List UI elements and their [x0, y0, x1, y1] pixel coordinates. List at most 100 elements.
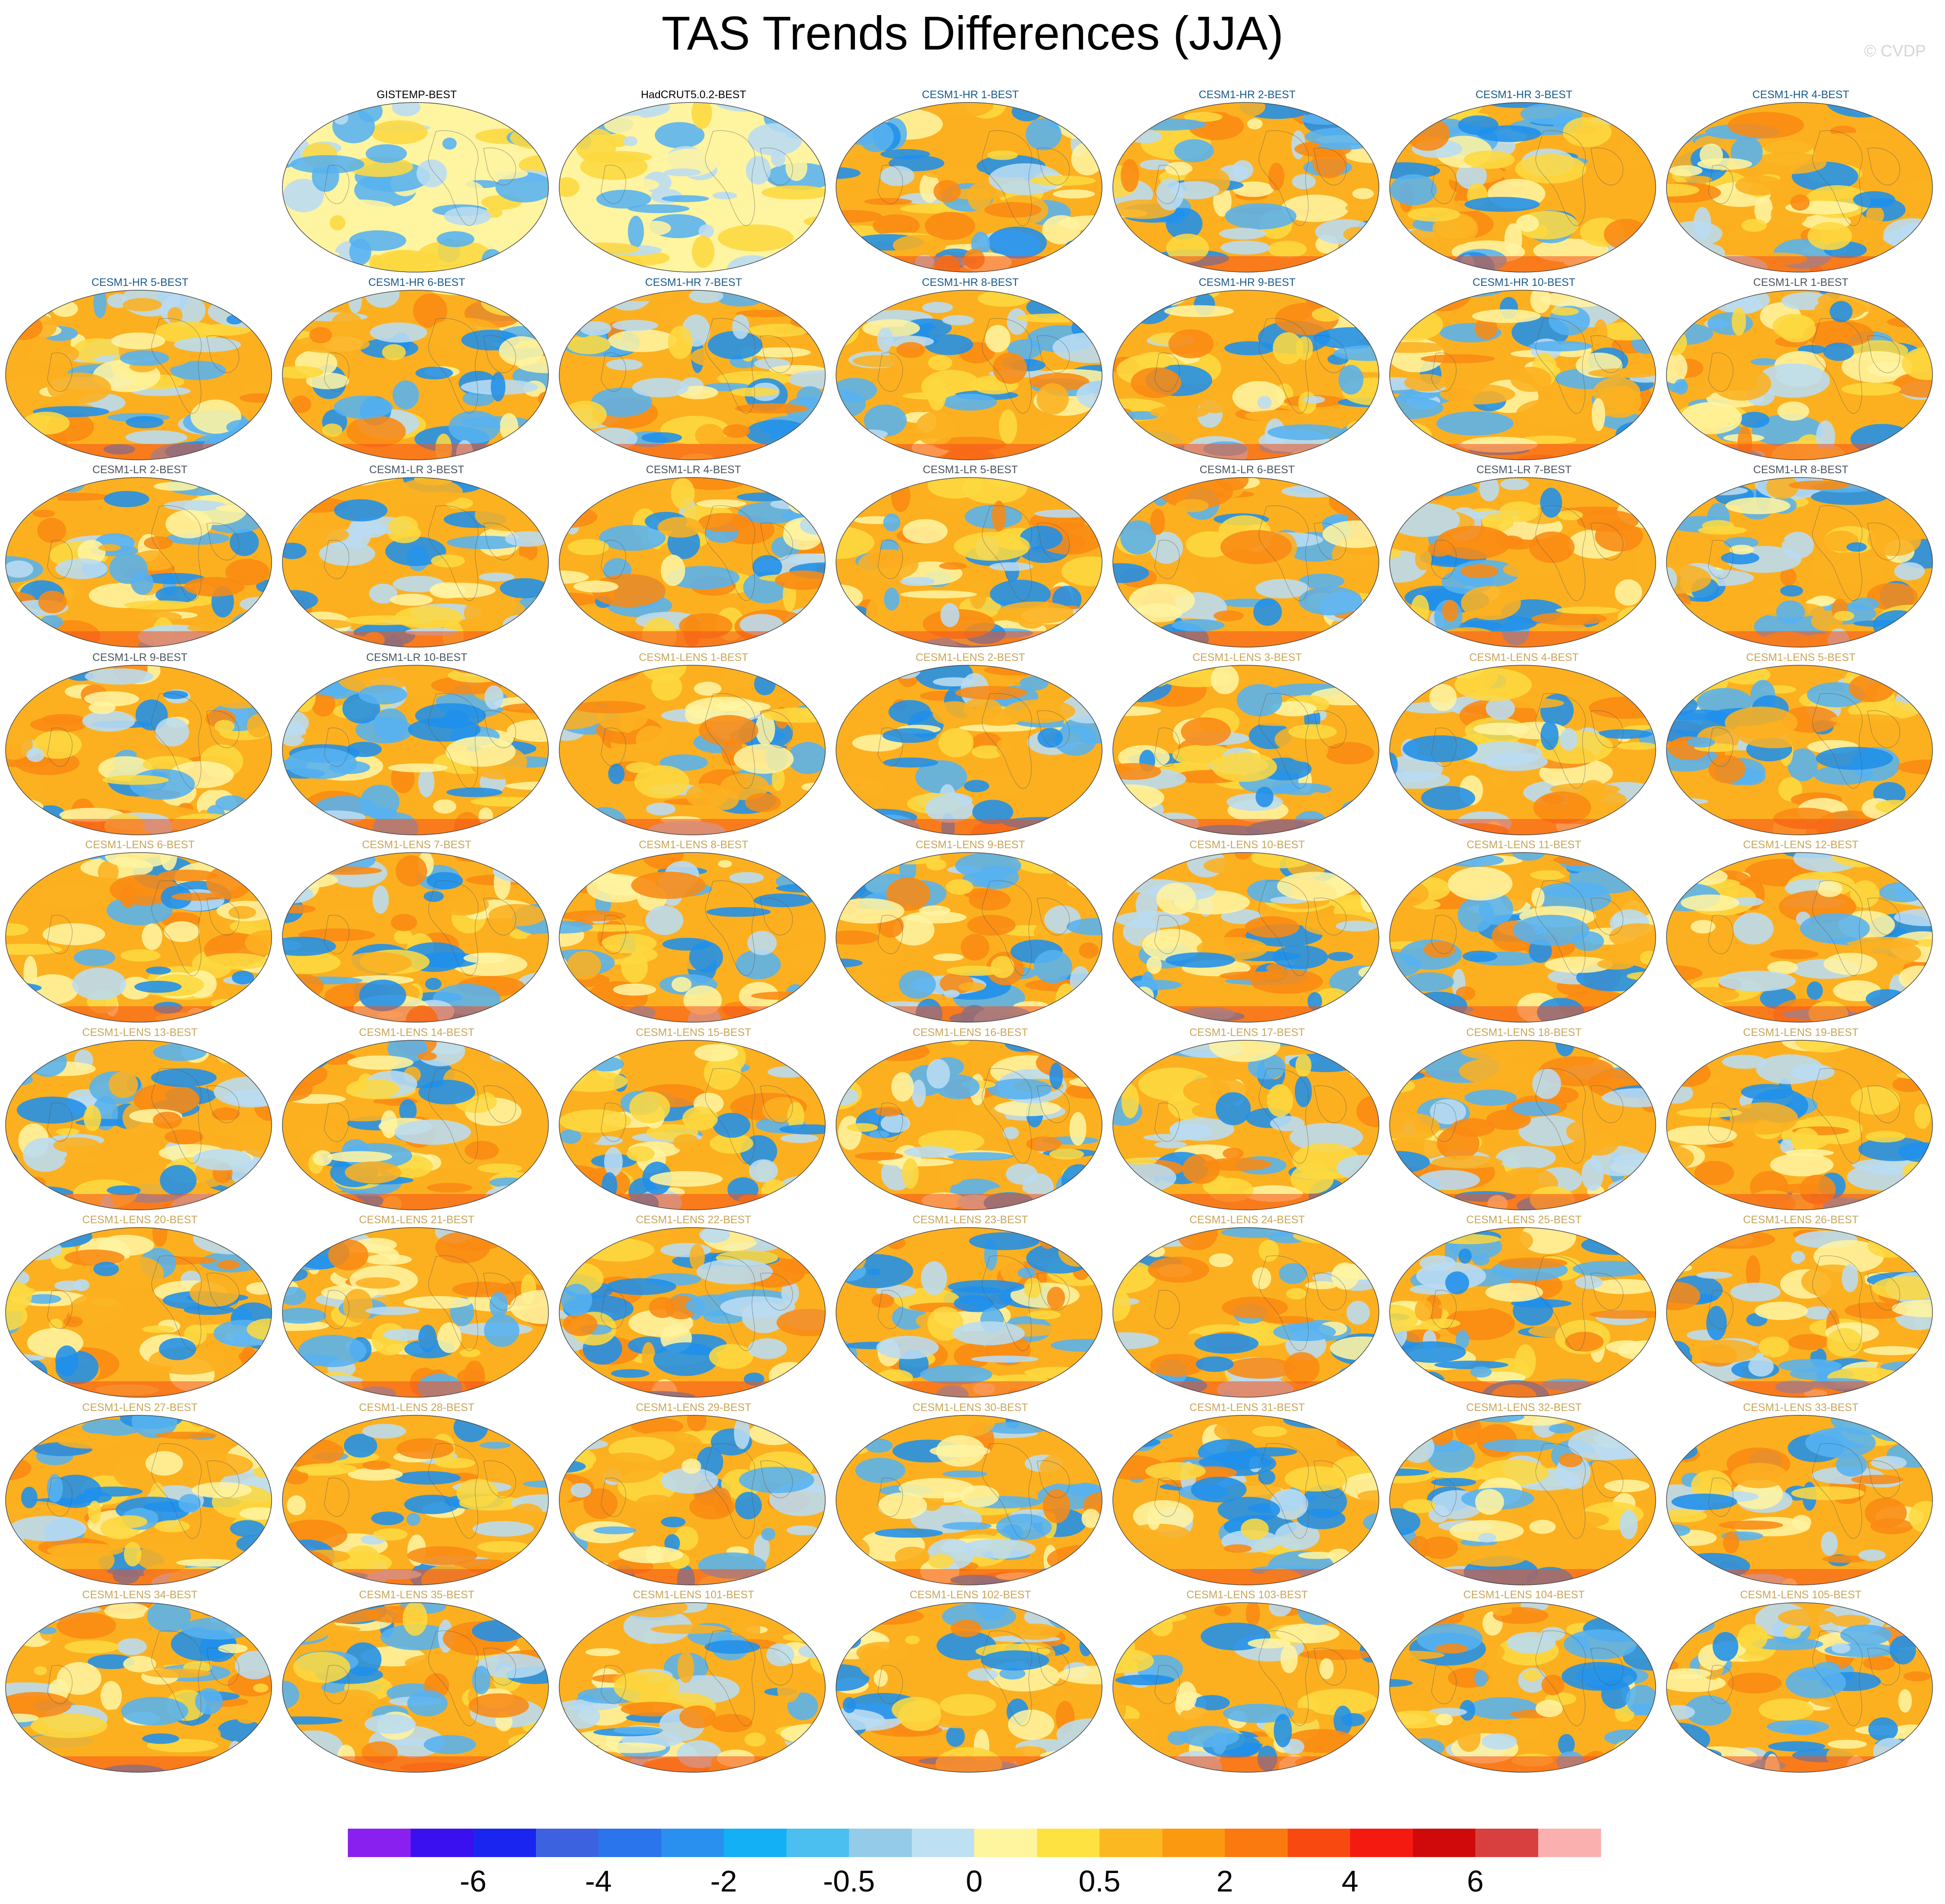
panel-title: CESM1-LENS 31-BEST: [1189, 1401, 1305, 1414]
panel-title: CESM1-LENS 4-BEST: [1469, 651, 1579, 664]
colorbar-swatch: [849, 1829, 912, 1857]
world-map: [5, 664, 272, 835]
world-map: [1666, 102, 1933, 273]
panel-title: CESM1-LENS 17-BEST: [1189, 1026, 1305, 1039]
panel-title: CESM1-LENS 34-BEST: [82, 1589, 198, 1601]
panel-title: CESM1-LR 8-BEST: [1753, 464, 1849, 476]
map-panel: CESM1-LENS 3-BEST: [1112, 651, 1383, 838]
map-panel: CESM1-LENS 24-BEST: [1112, 1213, 1383, 1401]
world-map: [836, 664, 1103, 835]
world-map: [1389, 1039, 1656, 1210]
colorbar-tick-label: -0.5: [823, 1864, 875, 1898]
panel-title: CESM1-LR 5-BEST: [923, 464, 1018, 476]
map-panel: CESM1-LR 4-BEST: [558, 463, 829, 651]
map-panel: CESM1-LENS 8-BEST: [558, 838, 829, 1026]
world-map: [1666, 1414, 1933, 1585]
panel-title: CESM1-LENS 13-BEST: [82, 1026, 198, 1039]
map-panel: CESM1-LENS 20-BEST: [4, 1213, 276, 1401]
map-panel: GISTEMP-BEST: [281, 88, 552, 276]
copyright-label: © CVDP: [1864, 42, 1926, 60]
panel-title: CESM1-HR 4-BEST: [1752, 89, 1849, 101]
world-map: [1666, 1039, 1933, 1210]
world-map: [1112, 1227, 1379, 1398]
colorbar-swatch: [1538, 1829, 1601, 1857]
world-map: [282, 1602, 549, 1773]
world-map: [836, 1414, 1103, 1585]
map-panel: CESM1-LR 9-BEST: [4, 651, 276, 838]
world-map: [836, 1039, 1103, 1210]
colorbar-swatch: [348, 1829, 411, 1857]
panel-title: CESM1-LENS 20-BEST: [82, 1214, 198, 1226]
world-map: [836, 102, 1103, 273]
world-map: [282, 289, 549, 460]
map-panel: CESM1-LENS 14-BEST: [281, 1026, 552, 1213]
map-panel: CESM1-LENS 12-BEST: [1665, 838, 1936, 1026]
world-map: [1389, 1414, 1656, 1585]
world-map: [282, 664, 549, 835]
world-map: [1389, 1227, 1656, 1398]
panel-title: CESM1-LENS 1-BEST: [638, 651, 749, 664]
map-panel: CESM1-LENS 9-BEST: [835, 838, 1106, 1026]
colorbar-swatch: [1350, 1829, 1413, 1857]
panel-title: CESM1-LENS 30-BEST: [912, 1401, 1028, 1414]
panel-title: CESM1-LENS 27-BEST: [82, 1401, 198, 1414]
panel-title: CESM1-LR 6-BEST: [1199, 464, 1295, 476]
map-panel-grid: GISTEMP-BEST HadCRUT5.0.2-BEST CESM1-HR 1-…: [4, 88, 1936, 1776]
panel-title: CESM1-LENS 26-BEST: [1743, 1214, 1859, 1226]
panel-title: CESM1-LR 7-BEST: [1476, 464, 1572, 476]
map-panel: CESM1-LENS 4-BEST: [1388, 651, 1660, 838]
world-map: [282, 1039, 549, 1210]
world-map: [836, 852, 1103, 1023]
figure-title: TAS Trends Differences (JJA): [661, 7, 1284, 60]
panel-title: CESM1-HR 5-BEST: [91, 276, 189, 288]
panel-title: CESM1-LENS 29-BEST: [635, 1401, 752, 1414]
panel-title: CESM1-HR 9-BEST: [1199, 276, 1296, 288]
map-panel: CESM1-LENS 16-BEST: [835, 1026, 1106, 1213]
map-panel: CESM1-HR 5-BEST: [4, 276, 276, 463]
colorbar-swatch: [1287, 1829, 1350, 1857]
colorbar-swatch: [974, 1829, 1037, 1857]
world-map: [1389, 664, 1656, 835]
world-map: [1112, 1039, 1379, 1210]
world-map: [5, 477, 272, 648]
panel-title: CESM1-HR 8-BEST: [922, 276, 1019, 288]
world-map: [1389, 477, 1656, 648]
colorbar-swatch: [911, 1829, 975, 1857]
colorbar-swatch: [786, 1829, 849, 1857]
panel-title: CESM1-LENS 5-BEST: [1746, 651, 1856, 664]
colorbar-swatch: [724, 1829, 787, 1857]
map-panel: CESM1-LENS 5-BEST: [1665, 651, 1936, 838]
map-panel: CESM1-HR 2-BEST: [1112, 88, 1383, 276]
panel-title: CESM1-LENS 24-BEST: [1189, 1214, 1305, 1226]
panel-title: CESM1-LENS 35-BEST: [359, 1589, 475, 1601]
world-map: [1389, 852, 1656, 1023]
map-panel: CESM1-LR 1-BEST: [1665, 276, 1936, 463]
map-panel: HadCRUT5.0.2-BEST: [558, 88, 829, 276]
map-panel: CESM1-LR 8-BEST: [1665, 463, 1936, 651]
map-panel: CESM1-LENS 13-BEST: [4, 1026, 276, 1213]
panel-title: CESM1-LENS 12-BEST: [1743, 839, 1859, 851]
map-panel: CESM1-LENS 34-BEST: [4, 1588, 276, 1776]
panel-title: CESM1-LENS 32-BEST: [1466, 1401, 1582, 1414]
colorbar-swatch: [536, 1829, 599, 1857]
colorbar-tick-label: 0.5: [1078, 1864, 1121, 1898]
panel-title: CESM1-LENS 105-BEST: [1740, 1589, 1862, 1601]
map-panel: CESM1-LENS 11-BEST: [1388, 838, 1660, 1026]
map-panel: CESM1-HR 1-BEST: [835, 88, 1106, 276]
panel-title: CESM1-LENS 25-BEST: [1466, 1214, 1582, 1226]
map-panel: CESM1-LENS 30-BEST: [835, 1401, 1106, 1588]
panel-title: CESM1-LENS 104-BEST: [1463, 1589, 1585, 1601]
panel-title: CESM1-LENS 22-BEST: [635, 1214, 752, 1226]
world-map: [1666, 664, 1933, 835]
map-panel: CESM1-LENS 18-BEST: [1388, 1026, 1660, 1213]
map-panel: CESM1-LENS 29-BEST: [558, 1401, 829, 1588]
panel-title: CESM1-LENS 18-BEST: [1466, 1026, 1582, 1039]
panel-title: CESM1-HR 10-BEST: [1472, 276, 1576, 288]
map-panel: CESM1-LENS 23-BEST: [835, 1213, 1106, 1401]
world-map: [5, 852, 272, 1023]
panel-title: CESM1-LENS 23-BEST: [912, 1214, 1028, 1226]
panel-title: HadCRUT5.0.2-BEST: [641, 89, 746, 101]
world-map: [5, 1602, 272, 1773]
colorbar-tick-label: 0: [966, 1864, 983, 1898]
panel-title: CESM1-LENS 3-BEST: [1192, 651, 1302, 664]
